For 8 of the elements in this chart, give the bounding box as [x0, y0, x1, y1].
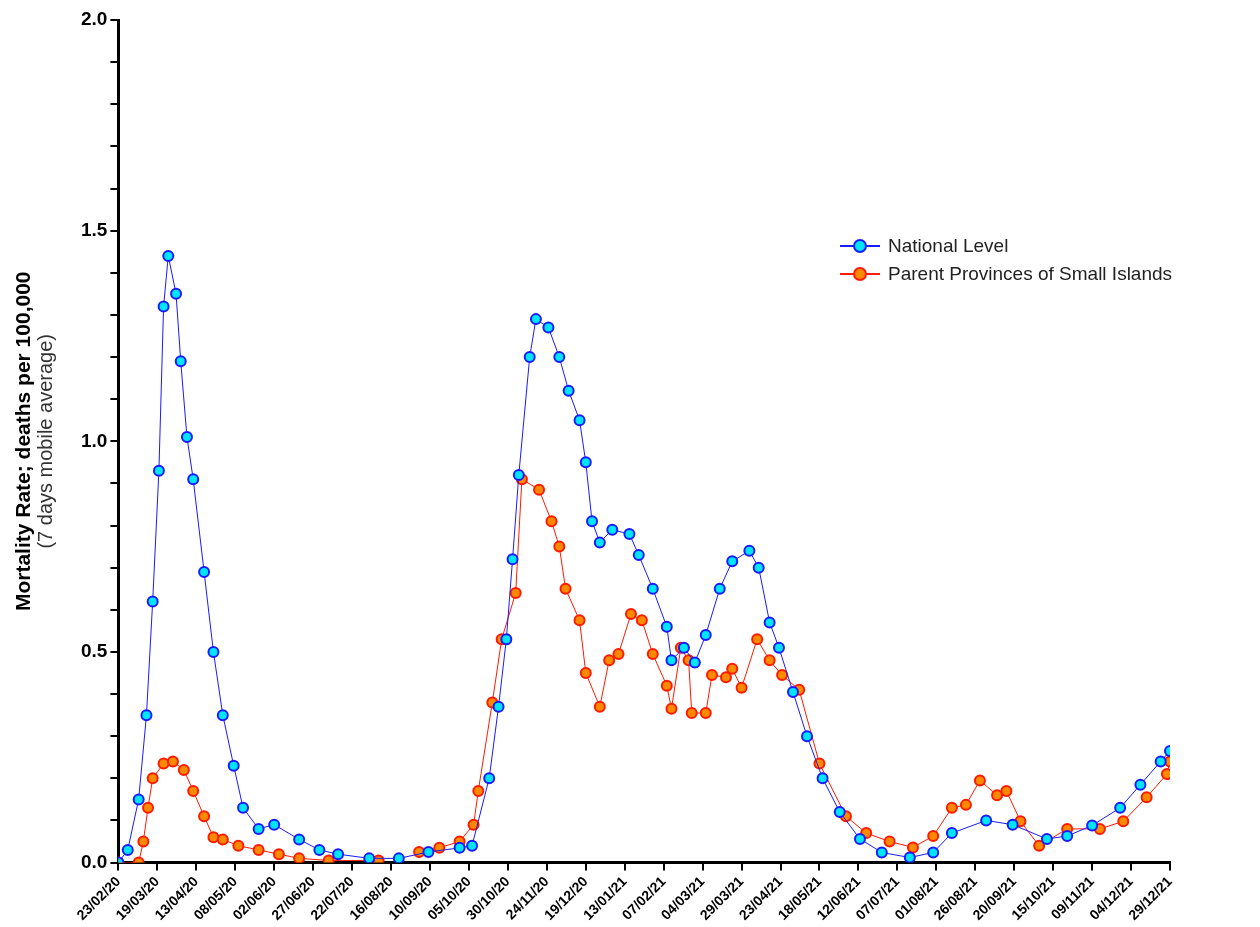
y-tick-label: 0.5 — [80, 640, 108, 662]
y-tick-label: 1.0 — [80, 429, 108, 451]
y-tick-label: 1.5 — [80, 218, 108, 240]
legend-label: Parent Provinces of Small Islands — [888, 263, 1173, 285]
legend-label: National Level — [888, 235, 1009, 257]
y-axis-title: Mortality Rate; deaths per 100,000 (7 days mobile average) — [11, 271, 56, 612]
y-tick-label: 2.0 — [80, 8, 108, 30]
y-tick-label: 0.0 — [80, 850, 108, 872]
